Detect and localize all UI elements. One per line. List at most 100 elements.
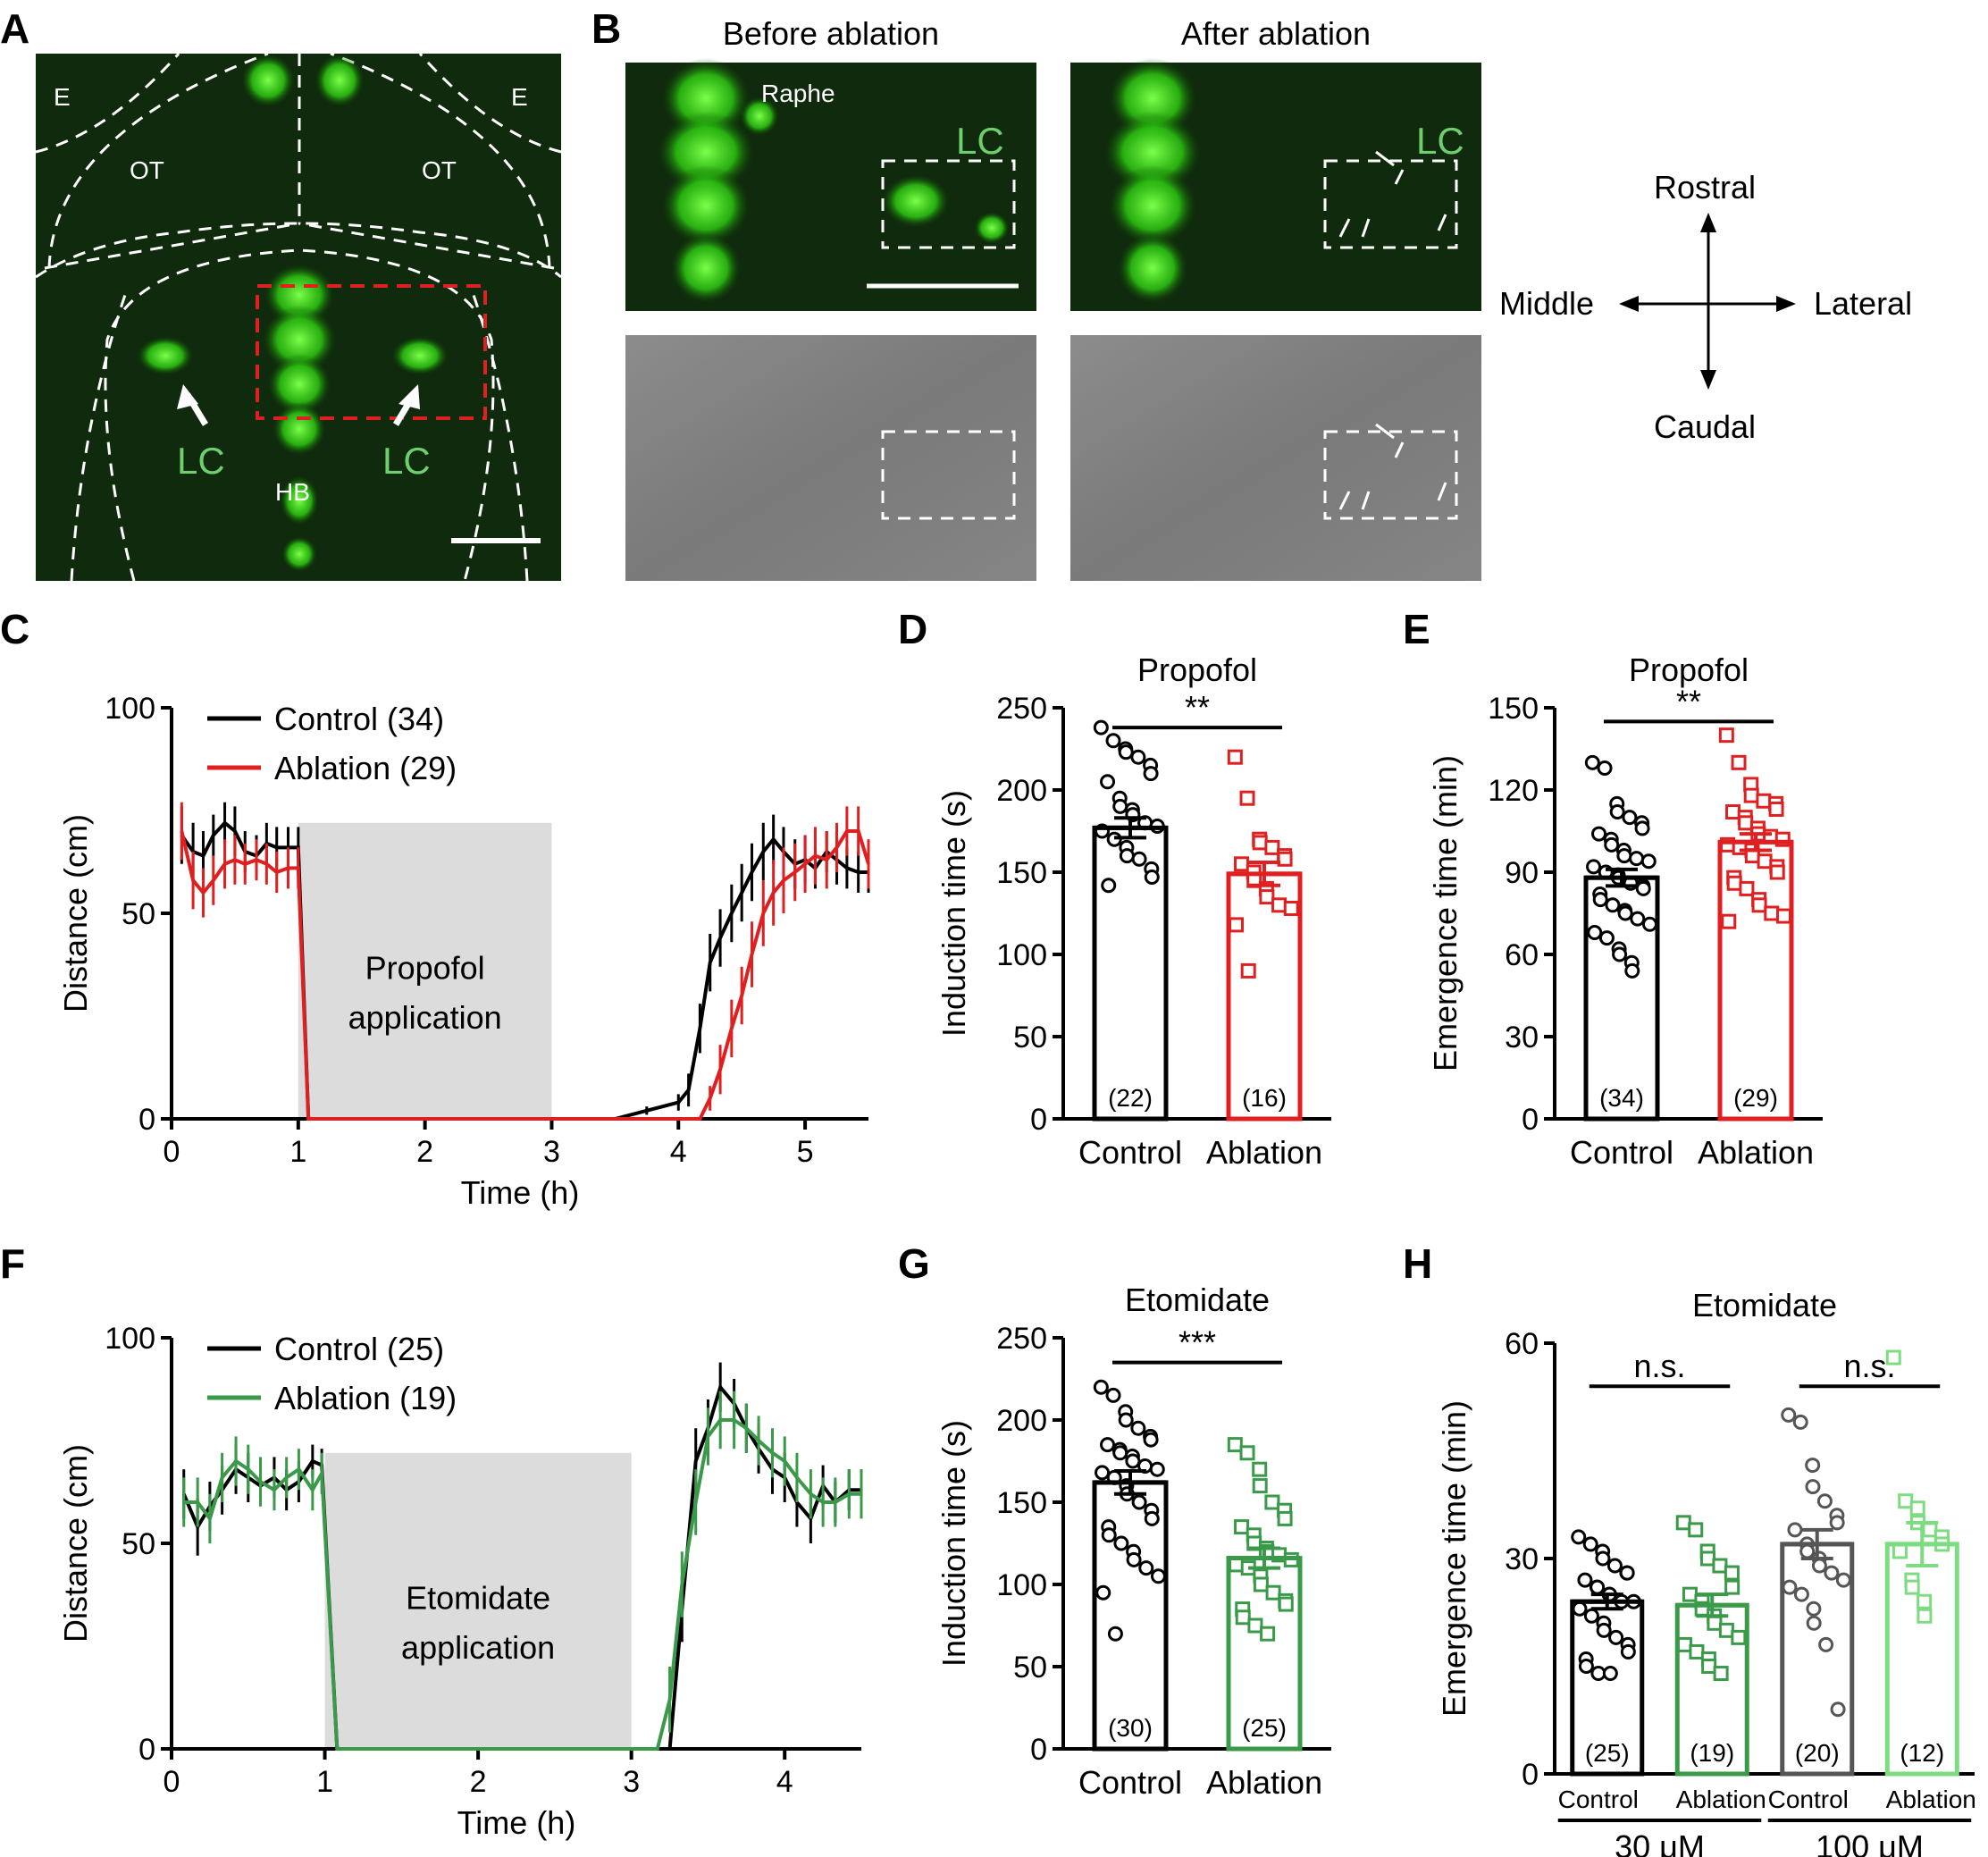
data-point: [1596, 1622, 1612, 1638]
data-point: [1587, 924, 1603, 940]
data-point: [1143, 1432, 1159, 1448]
significance-label: ***: [1179, 1324, 1216, 1361]
label-hb: HB: [275, 478, 310, 506]
data-point: [1616, 848, 1632, 864]
data-point: [1757, 853, 1773, 870]
y-tick-label: 60: [1505, 938, 1539, 972]
shade-label-line1: Etomidate: [406, 1580, 550, 1617]
data-point: [1130, 749, 1146, 765]
data-point: [1597, 760, 1613, 776]
data-point: [1724, 1565, 1740, 1581]
data-point: [1149, 1461, 1165, 1477]
data-point: [1150, 1568, 1166, 1584]
data-point: [1707, 1615, 1723, 1631]
data-point: [1093, 719, 1109, 735]
data-point: [1612, 946, 1628, 962]
roi-box-before: [881, 159, 1016, 249]
chart-c-propofol-distance: Propofol application 0 50 100 0 1 2 3 4 5 Time (h) D…: [57, 692, 870, 1211]
y-tick-label: 0: [1522, 1758, 1539, 1792]
panel-letter-e: E: [1403, 606, 1430, 652]
data-point: [1105, 1387, 1121, 1403]
y-tick-label: 0: [1522, 1103, 1539, 1137]
x-tick-label: 5: [797, 1135, 814, 1169]
data-point: [1582, 1536, 1598, 1552]
data-point: [1726, 875, 1742, 891]
data-point: [1917, 1593, 1933, 1609]
data-point: [1604, 836, 1620, 853]
data-point: [1799, 1543, 1816, 1559]
data-point: [1264, 839, 1280, 855]
data-point: [1113, 1535, 1129, 1551]
data-point: [1835, 1572, 1851, 1588]
data-point: [1721, 913, 1737, 929]
series-ablation: [180, 802, 870, 1121]
bar-group-ablation: [1717, 727, 1794, 1122]
label-e-right: E: [511, 83, 528, 111]
category-label: Control: [1078, 1134, 1182, 1171]
data-point: [1229, 917, 1245, 933]
category-label: Control: [1570, 1134, 1673, 1171]
data-point: [1595, 1550, 1611, 1567]
data-point: [1571, 1529, 1587, 1545]
data-point: [1234, 1519, 1250, 1535]
data-point: [1818, 1636, 1834, 1652]
data-point: [1260, 1626, 1276, 1642]
data-point: [1713, 1666, 1729, 1682]
data-point: [1131, 1494, 1147, 1510]
data-point: [1578, 1659, 1594, 1674]
data-point: [1904, 1579, 1920, 1595]
data-point: [1572, 1601, 1588, 1617]
y-axis-label: Emergence time (min): [1436, 1400, 1472, 1717]
data-point: [1892, 1543, 1908, 1559]
sample-size-label: (34): [1599, 1084, 1644, 1112]
data-point: [1768, 801, 1784, 817]
data-point: [1278, 1596, 1294, 1612]
data-point: [1100, 1437, 1116, 1453]
data-point: [1629, 851, 1645, 867]
data-point: [1239, 1445, 1255, 1461]
data-point: [1107, 1626, 1123, 1642]
label-ot-right: OT: [422, 156, 457, 184]
data-point: [1591, 826, 1607, 842]
category-label: Control: [1768, 1786, 1849, 1813]
data-point: [1143, 766, 1159, 782]
y-tick-label: 150: [996, 1486, 1047, 1520]
y-tick-label: 250: [996, 692, 1047, 726]
sample-size-label: (19): [1690, 1739, 1734, 1767]
y-tick-label: 200: [996, 1404, 1047, 1438]
data-point: [1138, 1560, 1154, 1576]
significance-label: **: [1185, 689, 1210, 726]
label-e-left: E: [54, 83, 71, 111]
data-point: [1271, 897, 1288, 913]
data-point: [1620, 1643, 1636, 1660]
category-label: Control: [1558, 1786, 1639, 1813]
label-ot-left: OT: [130, 156, 164, 184]
chart-title: Propofol: [1137, 651, 1257, 688]
y-axis-label: Distance (cm): [57, 1444, 94, 1643]
y-axis-label: Emergence time (min): [1427, 755, 1464, 1071]
category-label: Ablation: [1698, 1134, 1814, 1171]
data-point: [1751, 897, 1767, 913]
data-point: [1584, 754, 1600, 770]
data-point: [1724, 1579, 1741, 1595]
y-tick-label: 100: [105, 692, 155, 726]
y-tick-label: 200: [996, 774, 1047, 808]
group-label: 100 μM: [1816, 1828, 1924, 1857]
data-point: [1764, 905, 1780, 921]
data-point: [1259, 889, 1275, 905]
data-point: [1898, 1493, 1914, 1509]
data-point: [1227, 1437, 1243, 1453]
data-point: [1277, 851, 1293, 867]
y-tick-label: 30: [1505, 1021, 1539, 1055]
title-before-ablation: Before ablation: [723, 15, 939, 52]
y-tick-label: 50: [122, 1527, 155, 1561]
panel-letter-b: B: [591, 5, 621, 52]
y-tick-label: 90: [1505, 856, 1539, 890]
data-point: [1718, 727, 1734, 744]
panel-letter-d: D: [898, 606, 927, 652]
data-point: [1112, 1445, 1128, 1461]
data-point: [1602, 1666, 1618, 1682]
sample-size-label: (16): [1242, 1084, 1287, 1112]
chart-h-etomidate-emergence: 0 30 60 Emergence time (min) Etomidate (25) Co…: [1436, 1287, 1976, 1857]
series-line: [183, 1418, 861, 1751]
